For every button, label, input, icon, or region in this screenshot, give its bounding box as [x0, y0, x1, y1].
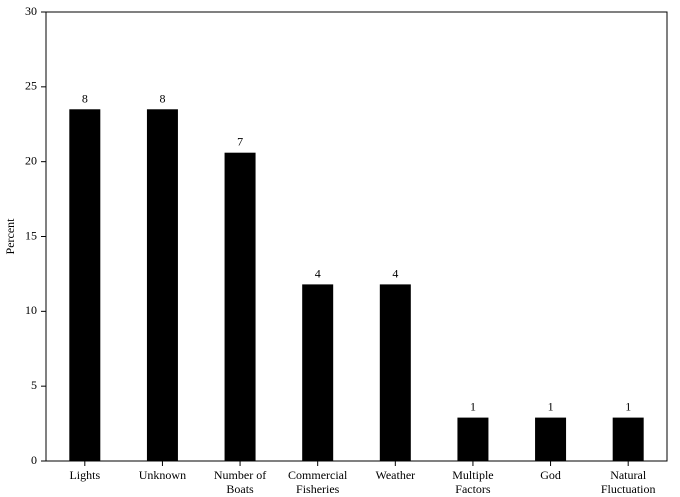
x-category-label: Number of Boats	[214, 468, 266, 496]
x-category-label-line: Lights	[69, 468, 100, 482]
x-category-label: Weather	[375, 468, 415, 482]
x-category-label-line: Fisheries	[296, 482, 340, 496]
data-label: 1	[625, 400, 631, 414]
x-category-label-line: Unknown	[139, 468, 186, 482]
x-category-label-line: Fluctuation	[601, 482, 656, 496]
data-label: 4	[392, 266, 398, 280]
y-axis-title: Percent	[3, 218, 17, 255]
x-category-label-line: God	[540, 468, 561, 482]
data-label: 1	[470, 400, 476, 414]
x-category-label-line: Number of	[214, 468, 266, 482]
bar	[457, 417, 489, 461]
x-category-label: Commercial Fisheries	[288, 468, 348, 496]
x-category-label-line: Factors	[455, 482, 491, 496]
bar	[379, 284, 411, 461]
bar	[535, 417, 567, 461]
data-label: 8	[159, 91, 165, 105]
x-category-label: Unknown	[139, 468, 186, 482]
data-label: 1	[548, 400, 554, 414]
y-tick-label: 10	[25, 303, 37, 317]
data-label: 4	[315, 266, 321, 280]
bar	[224, 152, 256, 462]
x-category-label-line: Multiple	[452, 468, 493, 482]
bars: 8 8 7 4 4 1 1 1	[69, 91, 644, 462]
bar	[612, 417, 644, 461]
data-label: 7	[237, 135, 243, 149]
y-tick-label: 15	[25, 228, 37, 242]
y-tick-label: 0	[31, 453, 37, 467]
y-tick-label: 5	[31, 378, 37, 392]
plot-frame	[45, 11, 668, 462]
data-label: 8	[82, 91, 88, 105]
bar	[302, 284, 334, 461]
y-axis-ticks: 0 5 10 15 20 25 30	[25, 4, 46, 467]
y-tick-label: 25	[25, 79, 37, 93]
x-category-label-line: Boats	[226, 482, 254, 496]
bar	[146, 109, 178, 462]
bar	[69, 109, 101, 462]
x-category-label-line: Commercial	[288, 468, 348, 482]
x-category-label-line: Natural	[610, 468, 647, 482]
x-category-label-line: Weather	[375, 468, 415, 482]
x-category-label: God	[540, 468, 561, 482]
y-tick-label: 20	[25, 153, 37, 167]
x-category-label: Multiple Factors	[452, 468, 493, 496]
x-category-label: Natural Fluctuation	[601, 468, 656, 496]
x-axis-ticks: Lights Unknown Number of Boats Commercial Fis…	[69, 461, 656, 496]
y-tick-label: 30	[25, 4, 37, 18]
x-category-label: Lights	[69, 468, 100, 482]
